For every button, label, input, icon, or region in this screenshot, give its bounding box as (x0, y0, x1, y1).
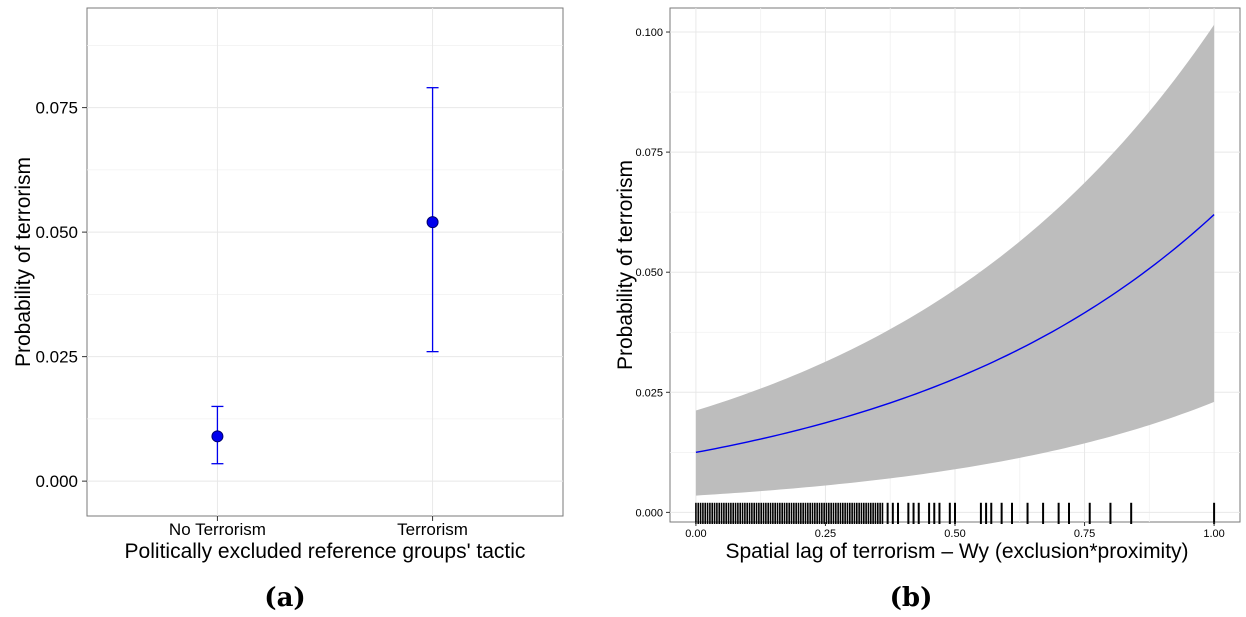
panel-a-y-ticks: 0.000 0.025 0.050 0.075 (35, 99, 87, 491)
data-point (211, 430, 224, 443)
x-tick-label: No Terrorism (169, 520, 266, 539)
data-point (426, 216, 439, 229)
panel-b-y-ticks: 0.000 0.025 0.050 0.075 0.100 (635, 27, 670, 519)
panel-b-y-axis-title: Probability of terrorism (614, 160, 637, 370)
x-tick-label: 0.00 (685, 528, 706, 540)
x-tick-label: Terrorism (397, 520, 468, 539)
x-tick-label: 0.50 (944, 528, 965, 540)
x-tick-label: 0.25 (815, 528, 836, 540)
panel-a-label: (a) (264, 583, 305, 613)
panel-a-y-axis-title: Probability of terrorism (12, 157, 35, 367)
panel-b-label: (b) (890, 583, 933, 613)
x-tick-label: 1.00 (1203, 528, 1224, 540)
y-tick-label: 0.075 (35, 99, 78, 118)
y-tick-label: 0.000 (635, 507, 663, 519)
panel-a-x-axis-title: Politically excluded reference groups' t… (125, 540, 526, 563)
y-tick-label: 0.025 (35, 348, 78, 367)
panel-a: 0.000 0.025 0.050 0.075 No Terrorism Terrori… (12, 7, 564, 613)
y-tick-label: 0.000 (35, 472, 78, 491)
fit-line (695, 214, 1215, 454)
x-tick-label: 0.75 (1074, 528, 1095, 540)
panel-b-x-axis-title: Spatial lag of terrorism – Wy (exclusion… (725, 540, 1188, 563)
y-tick-label: 0.050 (635, 267, 663, 279)
panel-b-x-ticks: 0.00 0.25 0.50 0.75 1.00 (685, 522, 1225, 540)
panel-a-marks (211, 87, 439, 465)
y-tick-label: 0.075 (635, 147, 663, 159)
y-tick-label: 0.025 (635, 387, 663, 399)
confidence-band (695, 24, 1215, 496)
y-tick-label: 0.100 (635, 27, 663, 39)
panel-a-background (86, 7, 564, 517)
panel-a-x-ticks: No Terrorism Terrorism (169, 516, 468, 539)
rug-marks (695, 502, 1216, 524)
y-tick-label: 0.050 (35, 223, 78, 242)
